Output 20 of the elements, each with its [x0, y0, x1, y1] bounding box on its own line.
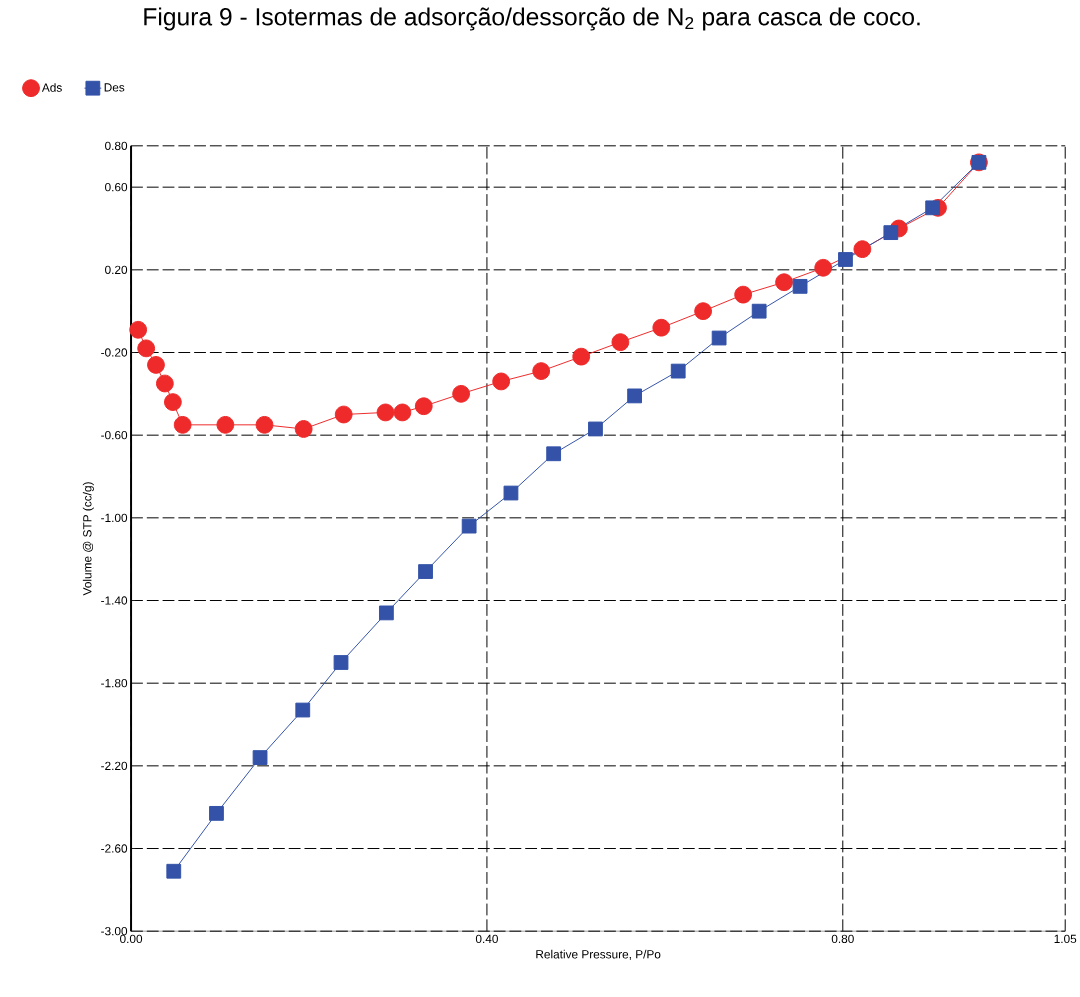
y-tick-label: -0.60 [101, 430, 128, 440]
chart-title: Figura 9 - Isotermas de adsorção/dessorção de N$_{2}$ para casca de coco. [144, 7, 920, 31]
y-tick-label: -1.40 [101, 596, 128, 605]
y-tick-label: -1.80 [101, 678, 128, 688]
x-tick-label: 0.80 [831, 934, 854, 943]
legend-label: Des [104, 83, 125, 92]
x-tick-label: 1.05 [1054, 934, 1077, 943]
y-tick-label: 0.80 [105, 141, 128, 150]
y-tick-label: 0.20 [105, 265, 128, 274]
x-tick-label: 0.40 [475, 934, 498, 943]
y-tick-label: -3.00 [101, 926, 128, 936]
legend-label: Ads [41, 83, 62, 92]
y-tick-label: -2.60 [101, 844, 128, 853]
y-tick-label: -0.20 [101, 348, 128, 357]
y-tick-label: -1.00 [101, 513, 128, 522]
y-tick-label: -2.20 [101, 761, 128, 770]
x-axis-title: Relative Pressure, P/Po [536, 949, 661, 960]
y-tick-label: 0.60 [105, 182, 128, 192]
y-axis-title: Volume @ STP (cc/g) [82, 482, 94, 596]
x-tick-label: 0.00 [120, 934, 143, 943]
